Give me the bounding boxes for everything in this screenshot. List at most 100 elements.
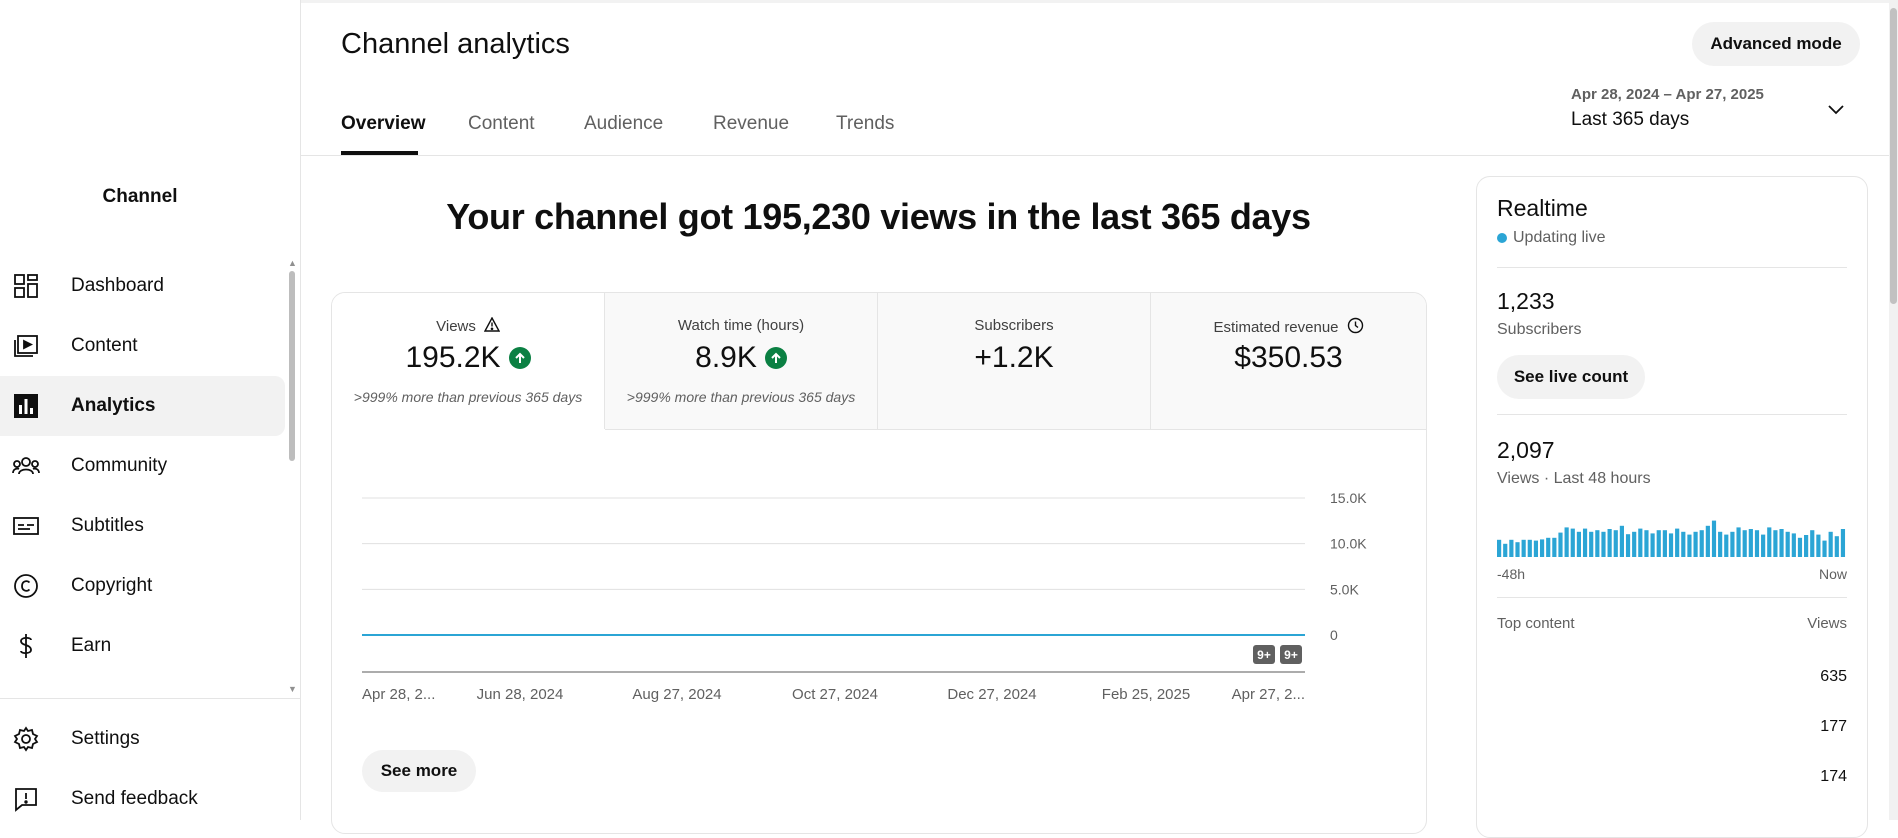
sidebar-scrollbar[interactable] xyxy=(289,271,295,461)
realtime-bar xyxy=(1527,539,1532,557)
scroll-down-arrow-icon[interactable]: ▼ xyxy=(288,684,297,694)
x-tick-label: Jun 28, 2024 xyxy=(477,686,564,703)
realtime-bar-chart[interactable] xyxy=(1497,517,1847,557)
realtime-card: Realtime Updating live 1,233 Subscribers… xyxy=(1476,176,1868,838)
sidebar-item-analytics[interactable]: Analytics xyxy=(0,376,285,436)
tab-revenue[interactable]: Revenue xyxy=(713,113,790,134)
realtime-bar xyxy=(1521,539,1526,557)
realtime-bar xyxy=(1834,536,1839,557)
realtime-bar xyxy=(1804,535,1809,557)
advanced-mode-button[interactable]: Advanced mode xyxy=(1692,22,1860,66)
y-tick-label: 10.0K xyxy=(1330,536,1367,552)
realtime-bar xyxy=(1595,530,1600,557)
live-dot-icon xyxy=(1497,233,1507,243)
tab-content[interactable]: Content xyxy=(468,113,535,134)
chevron-down-icon xyxy=(1827,100,1845,123)
metric-note: >999% more than previous 365 days xyxy=(626,389,856,405)
metric-note: >999% more than previous 365 days xyxy=(353,389,583,405)
tab-trends[interactable]: Trends xyxy=(836,113,895,134)
sidebar-item-send-feedback[interactable]: Send feedback xyxy=(0,769,285,829)
metric-subscribers[interactable]: Subscribers +1.2K xyxy=(878,293,1151,430)
realtime-bar xyxy=(1570,528,1575,557)
overview-chart-card: Views 195.2K >999% more than previous 36… xyxy=(331,292,1427,834)
top-content-views[interactable]: 177 xyxy=(1820,718,1847,735)
realtime-bar xyxy=(1828,531,1833,557)
realtime-bar xyxy=(1668,533,1674,557)
tab-overview[interactable]: Overview xyxy=(341,113,426,134)
sidebar-item-subtitles[interactable]: Subtitles xyxy=(0,496,285,556)
active-tab-indicator xyxy=(341,151,418,155)
divider xyxy=(1497,597,1847,598)
metric-estimated-revenue[interactable]: Estimated revenue $350.53 xyxy=(1151,293,1426,430)
realtime-bar xyxy=(1503,543,1508,557)
realtime-bar xyxy=(1797,537,1803,557)
realtime-bar xyxy=(1582,528,1588,557)
realtime-bar xyxy=(1558,532,1563,557)
realtime-bar xyxy=(1687,534,1692,557)
realtime-bar xyxy=(1576,531,1581,557)
sidebar-item-earn[interactable]: Earn xyxy=(0,616,285,676)
top-content-views[interactable]: 174 xyxy=(1820,768,1847,785)
sidebar-item-label: Analytics xyxy=(71,395,156,416)
gear-icon xyxy=(12,725,40,753)
realtime-bar xyxy=(1705,525,1710,557)
metric-watch-time[interactable]: Watch time (hours) 8.9K >999% more than … xyxy=(605,293,878,430)
realtime-bar xyxy=(1699,530,1704,557)
sidebar-item-copyright[interactable]: Copyright xyxy=(0,556,285,616)
realtime-bar xyxy=(1779,529,1784,557)
date-range-text: Apr 28, 2024 – Apr 27, 2025 xyxy=(1571,86,1764,103)
metric-value: $350.53 xyxy=(1234,341,1343,374)
realtime-bar xyxy=(1644,530,1649,557)
realtime-bar xyxy=(1650,533,1655,557)
metric-value: +1.2K xyxy=(974,341,1054,374)
sidebar-item-label: Content xyxy=(71,335,138,356)
subtitles-icon xyxy=(12,512,40,540)
clock-icon[interactable] xyxy=(1347,317,1364,338)
top-edge xyxy=(0,0,1898,3)
see-more-button[interactable]: See more xyxy=(362,750,476,792)
top-content-label: Top content xyxy=(1497,615,1575,632)
metric-views[interactable]: Views 195.2K >999% more than previous 36… xyxy=(332,293,605,429)
realtime-bar xyxy=(1533,540,1539,557)
realtime-views-label: Views · Last 48 hours xyxy=(1497,470,1651,487)
realtime-bar xyxy=(1589,531,1594,557)
live-indicator: Updating live xyxy=(1497,229,1606,247)
sidebar-item-settings[interactable]: Settings xyxy=(0,709,285,769)
realtime-bar xyxy=(1730,531,1735,557)
realtime-bar xyxy=(1675,528,1680,557)
page-scrollbar-track[interactable] xyxy=(1889,0,1898,820)
sidebar-item-label: Send feedback xyxy=(71,788,198,809)
date-preset-text: Last 365 days xyxy=(1571,109,1690,130)
realtime-bar xyxy=(1656,530,1661,557)
annotation-marker xyxy=(1280,645,1302,664)
realtime-bar xyxy=(1613,530,1618,557)
metric-value: 195.2K xyxy=(405,341,501,374)
views-headline: Your channel got 195,230 views in the la… xyxy=(446,196,1311,237)
page-scrollbar-thumb[interactable] xyxy=(1890,8,1897,304)
sidebar-item-community[interactable]: Community xyxy=(0,436,285,496)
dashboard-icon xyxy=(12,272,40,300)
feedback-icon xyxy=(12,785,40,813)
y-tick-label: 0 xyxy=(1330,627,1338,643)
header-divider xyxy=(301,155,1889,156)
realtime-bar xyxy=(1785,531,1790,557)
top-content-views[interactable]: 635 xyxy=(1820,668,1847,685)
realtime-bar xyxy=(1619,525,1624,557)
realtime-bar xyxy=(1539,539,1545,557)
sidebar-item-dashboard[interactable]: Dashboard xyxy=(0,256,285,316)
marker-label: 9+ xyxy=(1284,648,1298,662)
realtime-subscribers-label: Subscribers xyxy=(1497,321,1582,338)
tab-audience[interactable]: Audience xyxy=(584,113,664,134)
warning-icon[interactable] xyxy=(483,316,501,336)
realtime-bar xyxy=(1748,529,1753,557)
sidebar-item-label: Copyright xyxy=(71,575,153,596)
sidebar-item-label: Dashboard xyxy=(71,275,164,296)
realtime-bar xyxy=(1711,520,1717,557)
see-live-count-button[interactable]: See live count xyxy=(1497,355,1645,399)
realtime-bar xyxy=(1552,537,1557,557)
x-tick-label: Feb 25, 2025 xyxy=(1102,686,1190,703)
trend-up-icon xyxy=(508,347,531,369)
scroll-up-arrow-icon[interactable]: ▲ xyxy=(288,258,297,268)
sidebar-item-content[interactable]: Content xyxy=(0,316,285,376)
views-line-chart[interactable]: 15.0K 10.0K 5.0K 0 Apr 28, 2... Jun 28, 2024 A… xyxy=(340,480,1390,710)
